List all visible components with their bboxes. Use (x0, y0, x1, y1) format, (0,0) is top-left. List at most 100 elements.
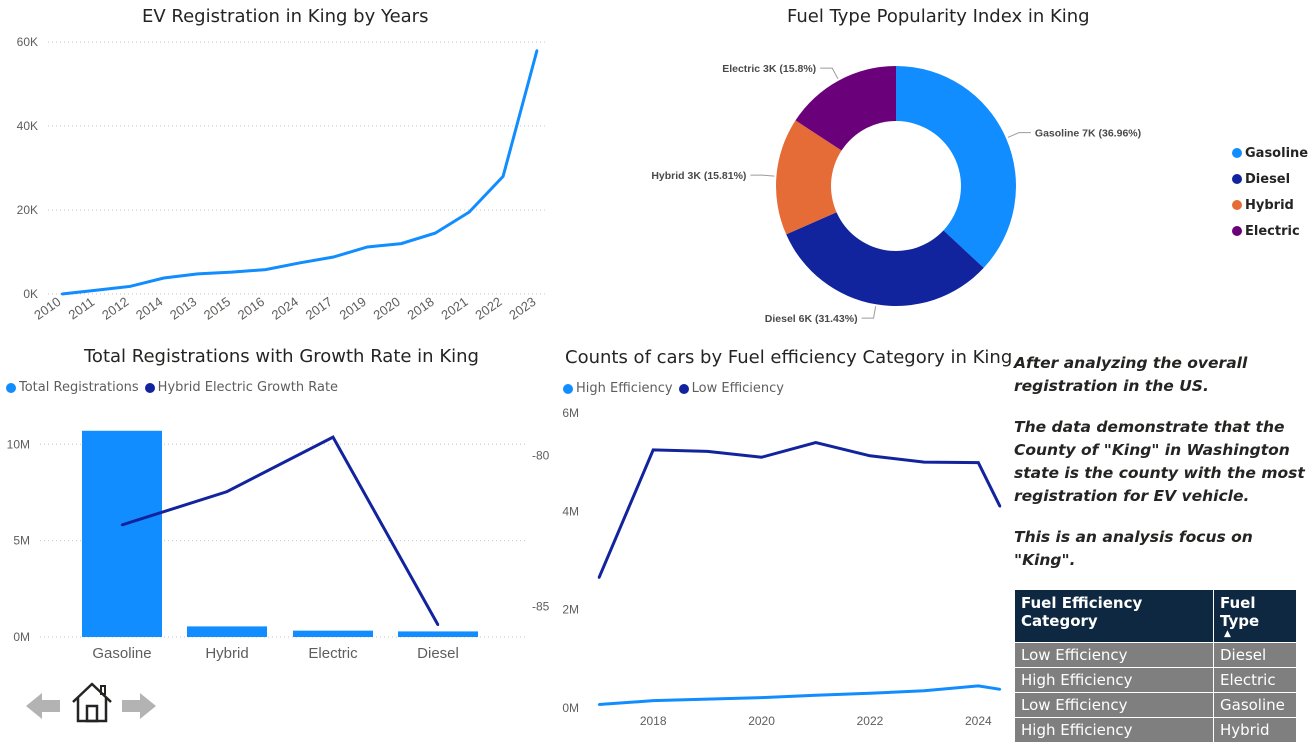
data-point (437, 624, 439, 626)
home-icon[interactable] (70, 680, 114, 724)
column-header-fuel-type[interactable]: Fuel Type▲ (1214, 590, 1297, 643)
data-point (706, 450, 708, 452)
x-tick-label: 2020 (748, 714, 775, 728)
legend-item-high-efficiency[interactable]: High Efficiency (563, 381, 673, 396)
legend-item-diesel[interactable]: Diesel (1232, 166, 1308, 192)
legend-item-electric[interactable]: Electric (1232, 218, 1308, 244)
fuel-efficiency-table: Fuel Efficiency Category Fuel Type▲ Low … (1015, 590, 1297, 742)
legend-label: Gasoline (1245, 146, 1308, 161)
data-point (400, 242, 402, 244)
table-cell: Diesel (1214, 643, 1297, 668)
data-point (332, 436, 334, 438)
slice-data-label: Electric 3K (15.8%) (722, 63, 816, 75)
x-tick-label: 2018 (404, 294, 436, 323)
header-label: Fuel Type (1220, 594, 1259, 630)
y-tick-label: 2M (562, 603, 579, 617)
data-point (815, 694, 817, 696)
legend-dot (1232, 148, 1242, 158)
column-header-efficiency[interactable]: Fuel Efficiency Category (1015, 590, 1214, 643)
legend-dot (1232, 174, 1242, 184)
x-tick-label: 2022 (472, 294, 504, 323)
note-paragraph: The data demonstrate that the County of … (1014, 416, 1310, 508)
data-point (999, 505, 1001, 507)
legend-label: High Efficiency (576, 381, 673, 396)
y-tick-label: 10M (7, 437, 30, 451)
data-point (598, 703, 600, 705)
y-tick-label: 4M (562, 504, 579, 518)
data-point (652, 699, 654, 701)
growth-rate-line (122, 437, 438, 625)
note-paragraph: After analyzing the overall registration… (1014, 352, 1310, 398)
arrow-left-icon[interactable] (24, 690, 62, 722)
data-point (298, 262, 300, 264)
fuel-type-donut-chart[interactable]: Gasoline 7K (36.96%)Diesel 6K (31.43%)Hy… (620, 40, 1180, 340)
data-point (760, 696, 762, 698)
legend-item-low-efficiency[interactable]: Low Efficiency (679, 381, 784, 396)
donut-chart-title: Fuel Type Popularity Index in King (787, 6, 1090, 27)
legend-dot (145, 383, 155, 393)
legend-label: Electric (1245, 224, 1300, 239)
combo-chart-title: Total Registrations with Growth Rate in … (84, 346, 479, 367)
x-tick-label: Electric (308, 645, 358, 662)
y-tick-label: 40K (17, 119, 38, 133)
x-tick-label: 2022 (857, 714, 884, 728)
x-tick-label: 2024 (965, 714, 992, 728)
data-point (869, 455, 871, 457)
leader-line (820, 68, 838, 79)
x-tick-label: 2018 (640, 714, 667, 728)
legend-item-growth-rate[interactable]: Hybrid Electric Growth Rate (145, 380, 338, 395)
data-point (434, 232, 436, 234)
legend-label: Hybrid Electric Growth Rate (158, 380, 338, 395)
legend-dot (6, 383, 16, 393)
leader-line (862, 306, 876, 318)
legend-item-gasoline[interactable]: Gasoline (1232, 140, 1308, 166)
data-point (61, 293, 63, 295)
data-point (121, 524, 123, 526)
data-point (366, 246, 368, 248)
high-efficiency-line (599, 686, 1000, 705)
x-tick-label: 2013 (167, 294, 199, 323)
y-tick-label: 6M (562, 406, 579, 420)
x-tick-label: 2012 (99, 294, 131, 323)
eff-chart-title: Counts of cars by Fuel efficiency Catego… (565, 347, 1012, 368)
x-tick-label: Diesel (417, 645, 459, 662)
note-paragraph: This is an analysis focus on "King". (1014, 526, 1310, 572)
table-cell: High Efficiency (1015, 718, 1214, 742)
ev-registration-line (62, 50, 537, 294)
x-tick-label: 2011 (66, 294, 98, 322)
data-point (230, 271, 232, 273)
bar-diesel (398, 631, 478, 637)
bar-gasoline (82, 431, 162, 637)
data-point (468, 211, 470, 213)
x-tick-label: 2014 (133, 294, 165, 323)
ev-chart-title: EV Registration in King by Years (142, 6, 428, 27)
table-cell: Low Efficiency (1015, 643, 1214, 668)
donut-slice-gasoline (896, 66, 1016, 268)
legend-dot (1232, 226, 1242, 236)
x-tick-label: 2015 (201, 294, 233, 323)
eff-legend: High Efficiency Low Efficiency (563, 381, 790, 396)
combo-legend: Total Registrations Hybrid Electric Grow… (6, 380, 344, 395)
data-point (264, 268, 266, 270)
slice-data-label: Hybrid 3K (15.81%) (651, 170, 746, 182)
table-cell: Electric (1214, 668, 1297, 693)
data-point (923, 461, 925, 463)
x-tick-label: 2021 (438, 294, 470, 323)
y-tick-label: 0M (13, 630, 30, 644)
data-point (869, 692, 871, 694)
data-point (999, 688, 1001, 690)
data-point (977, 685, 979, 687)
legend-item-hybrid[interactable]: Hybrid (1232, 192, 1308, 218)
data-point (815, 441, 817, 443)
legend-item-total-registrations[interactable]: Total Registrations (6, 380, 139, 395)
y-tick-label: 5M (13, 534, 30, 548)
arrow-right-icon[interactable] (120, 690, 158, 722)
bar-electric (293, 631, 373, 637)
